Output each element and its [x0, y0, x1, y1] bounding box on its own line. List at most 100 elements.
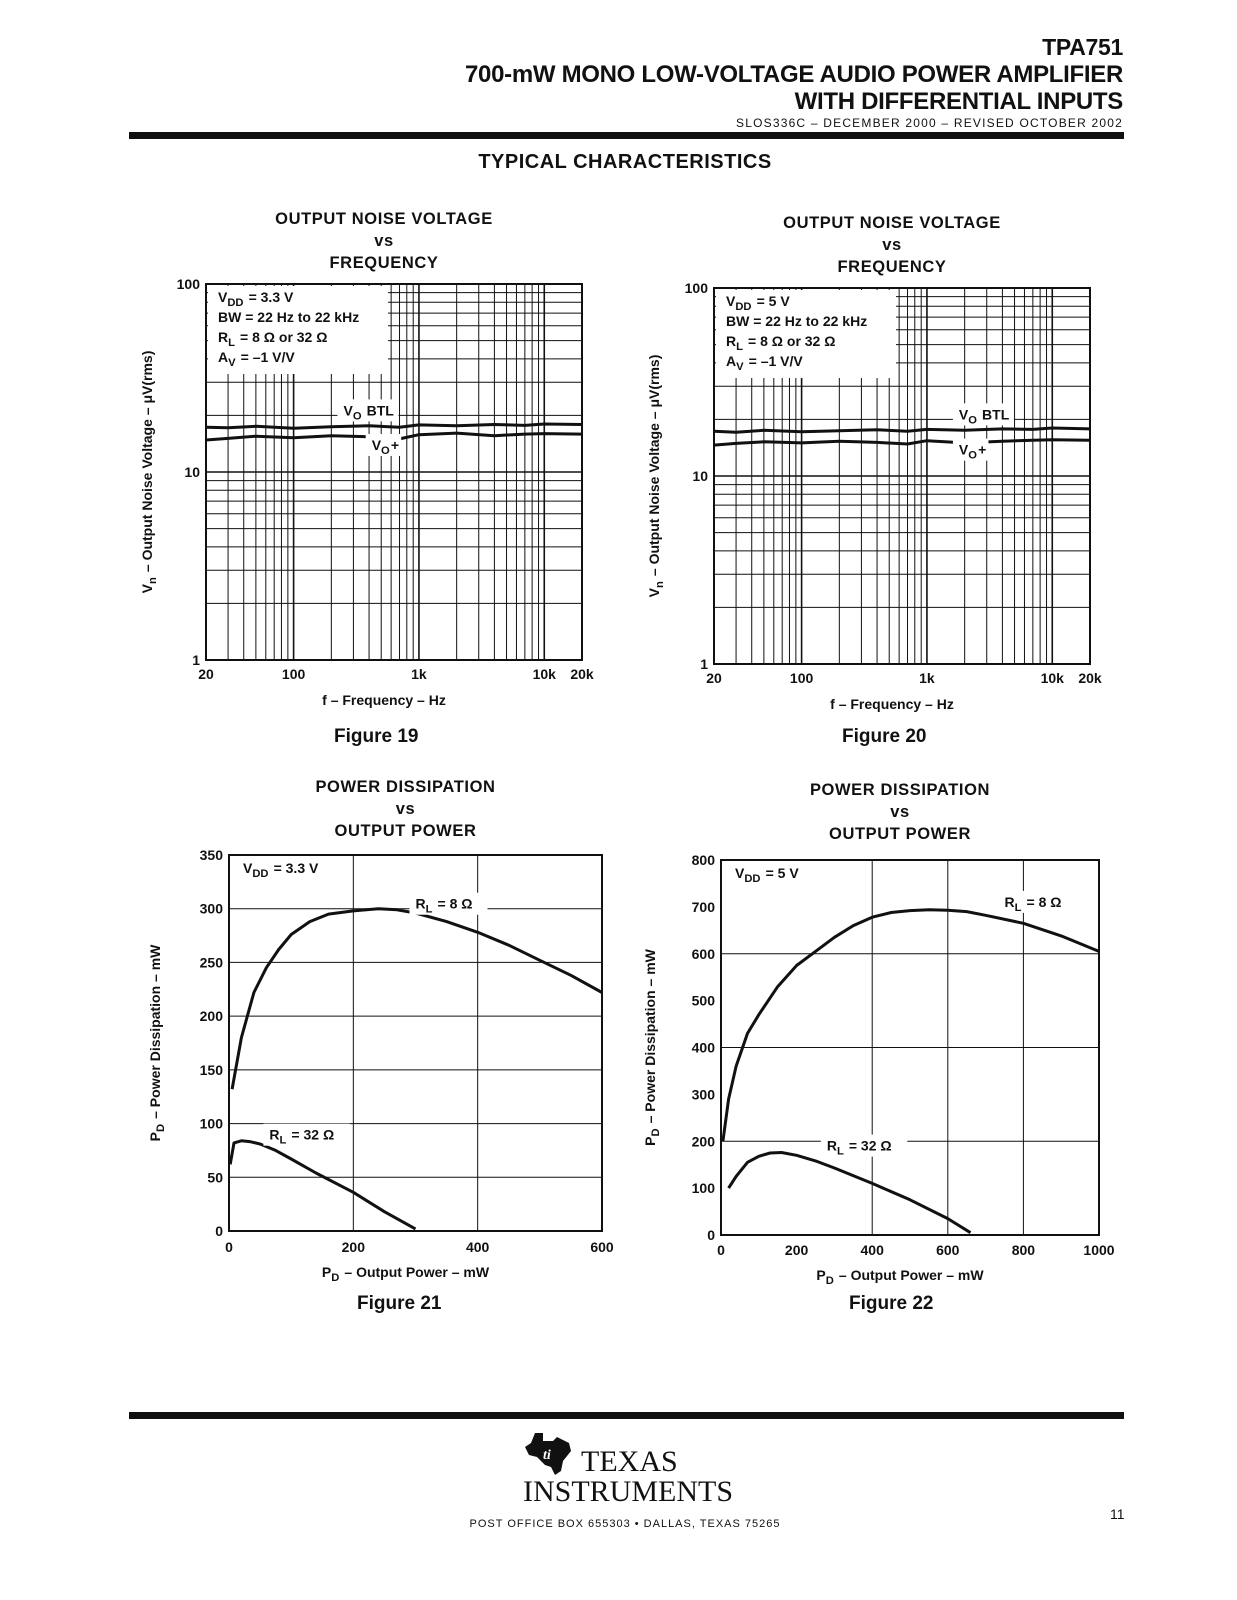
document-title-line2: WITH DIFFERENTIAL INPUTS — [794, 88, 1124, 115]
x-tick-label: 200 — [342, 1239, 366, 1255]
logo-text-instruments: INSTRUMENTS — [523, 1475, 733, 1508]
page-number: 11 — [1110, 1506, 1125, 1522]
series-annotation: RL = 32 Ω — [827, 1138, 892, 1158]
texas-state-icon — [525, 1433, 571, 1475]
y-tick-label: 1 — [192, 652, 200, 668]
plot-frame — [713, 287, 1091, 665]
series-annotation: VO BTL — [343, 402, 394, 422]
plot-frame — [228, 854, 603, 1232]
chart-title-line: vs — [890, 803, 910, 821]
chart-title-line: vs — [882, 236, 902, 254]
annotation-background — [409, 892, 488, 915]
annotation-background — [952, 403, 1014, 426]
condition-text: AV = –1 V/V — [726, 353, 803, 373]
x-tick-label: 20k — [570, 666, 594, 682]
chart-title-line: FREQUENCY — [330, 254, 439, 272]
conditions-box — [723, 862, 833, 890]
y-tick-label: 100 — [692, 1180, 716, 1196]
annotation-background — [365, 433, 402, 456]
chart-title-line: vs — [396, 800, 416, 818]
y-tick-label: 500 — [692, 993, 716, 1009]
series-annotation: RL = 8 Ω — [416, 896, 473, 916]
footer-rule — [129, 1412, 1124, 1419]
document-title-line1: 700-mW MONO LOW-VOLTAGE AUDIO POWER AMPL… — [464, 61, 1123, 88]
y-tick-label: 350 — [200, 847, 224, 863]
x-axis-label: f – Frequency – Hz — [830, 696, 954, 712]
figure-label: Figure 21 — [357, 1293, 442, 1314]
header-rule — [129, 132, 1124, 139]
x-tick-label: 10k — [533, 666, 557, 682]
x-tick-label: 20 — [706, 670, 722, 686]
chart-title-line: OUTPUT NOISE VOLTAGE — [783, 214, 1001, 232]
x-tick-label: 0 — [717, 1242, 725, 1258]
y-tick-label: 250 — [200, 954, 224, 970]
section-title: TYPICAL CHARACTERISTICS — [478, 151, 772, 173]
annotation-background — [998, 890, 1077, 913]
annotation-background — [952, 438, 989, 461]
y-tick-label: 300 — [200, 901, 224, 917]
condition-text: VDD = 5 V — [726, 293, 790, 313]
x-tick-label: 400 — [466, 1239, 490, 1255]
series-annotation: VO + — [959, 442, 986, 462]
series-line-1 — [721, 908, 1100, 1142]
y-tick-label: 100 — [685, 280, 709, 296]
condition-text: VDD = 5 V — [735, 865, 799, 885]
chart-title-line: OUTPUT NOISE VOLTAGE — [275, 210, 493, 228]
y-tick-label: 600 — [692, 946, 716, 962]
chart-title-line: OUTPUT POWER — [829, 825, 971, 843]
condition-text: RL = 8 Ω or 32 Ω — [218, 329, 327, 349]
texas-instruments-logo: ti TEXAS INSTRUMENTS — [523, 1433, 733, 1508]
y-tick-label: 200 — [200, 1008, 224, 1024]
x-tick-label: 600 — [936, 1242, 960, 1258]
condition-text: BW = 22 Hz to 22 kHz — [726, 313, 867, 329]
conditions-box — [716, 290, 896, 378]
chart-title-line: POWER DISSIPATION — [810, 781, 990, 799]
y-tick-label: 10 — [184, 464, 200, 480]
part-number: TPA751 — [1042, 34, 1123, 60]
x-tick-label: 1k — [919, 670, 935, 686]
y-tick-label: 400 — [692, 1040, 716, 1056]
y-axis-label: Vn – Output Noise Voltage – μV(rms) — [646, 355, 666, 598]
x-axis-label: f – Frequency – Hz — [322, 692, 446, 708]
series-line-1 — [713, 426, 1091, 434]
annotation-background — [337, 399, 399, 422]
y-tick-label: 50 — [207, 1169, 223, 1185]
chart-title-line: POWER DISSIPATION — [315, 778, 495, 796]
y-axis-label: PD – Power Dissipation – mW — [642, 948, 662, 1146]
plot-frame — [720, 859, 1100, 1236]
svg-text:ti: ti — [543, 1448, 551, 1463]
plot-frame — [205, 283, 583, 661]
chart-figure-19: OUTPUT NOISE VOLTAGE vs FREQUENCY 20 100 1k 10… — [139, 210, 594, 747]
series-line-1 — [230, 907, 603, 1090]
chart-title-line: vs — [374, 232, 394, 250]
condition-text: VDD = 3.3 V — [218, 289, 294, 309]
logo-text-texas: TEXAS — [581, 1445, 678, 1478]
x-tick-label: 200 — [785, 1242, 809, 1258]
y-tick-label: 100 — [177, 276, 201, 292]
annotation-background — [263, 1123, 350, 1146]
series-line-2 — [727, 1151, 972, 1234]
figure-label: Figure 19 — [334, 726, 418, 747]
condition-text: RL = 8 Ω or 32 Ω — [726, 333, 835, 353]
series-line-2 — [713, 438, 1091, 447]
x-tick-label: 100 — [282, 666, 306, 682]
x-axis-label: PD – Output Power – mW — [816, 1267, 984, 1287]
y-tick-label: 0 — [215, 1223, 223, 1239]
chart-figure-22: POWER DISSIPATION vs OUTPUT POWER 0 200 400 60… — [642, 781, 1115, 1314]
series-annotation: VO + — [372, 437, 399, 457]
y-tick-label: 10 — [692, 468, 708, 484]
x-tick-label: 20 — [198, 666, 214, 682]
series-annotation: RL = 32 Ω — [269, 1127, 334, 1147]
condition-text: AV = –1 V/V — [218, 349, 295, 369]
y-tick-label: 200 — [692, 1133, 716, 1149]
x-tick-label: 0 — [225, 1239, 233, 1255]
conditions-box — [231, 857, 341, 885]
chart-figure-20: OUTPUT NOISE VOLTAGE vs FREQUENCY 20 100 1k 10… — [646, 214, 1102, 747]
y-axis-label: Vn – Output Noise Voltage – μV(rms) — [139, 351, 159, 594]
x-tick-label: 100 — [790, 670, 814, 686]
chart-title-line: FREQUENCY — [838, 258, 947, 276]
annotation-background — [820, 1134, 908, 1157]
series-annotation: VO BTL — [959, 406, 1010, 426]
y-tick-label: 800 — [692, 852, 716, 868]
x-tick-label: 600 — [590, 1239, 614, 1255]
